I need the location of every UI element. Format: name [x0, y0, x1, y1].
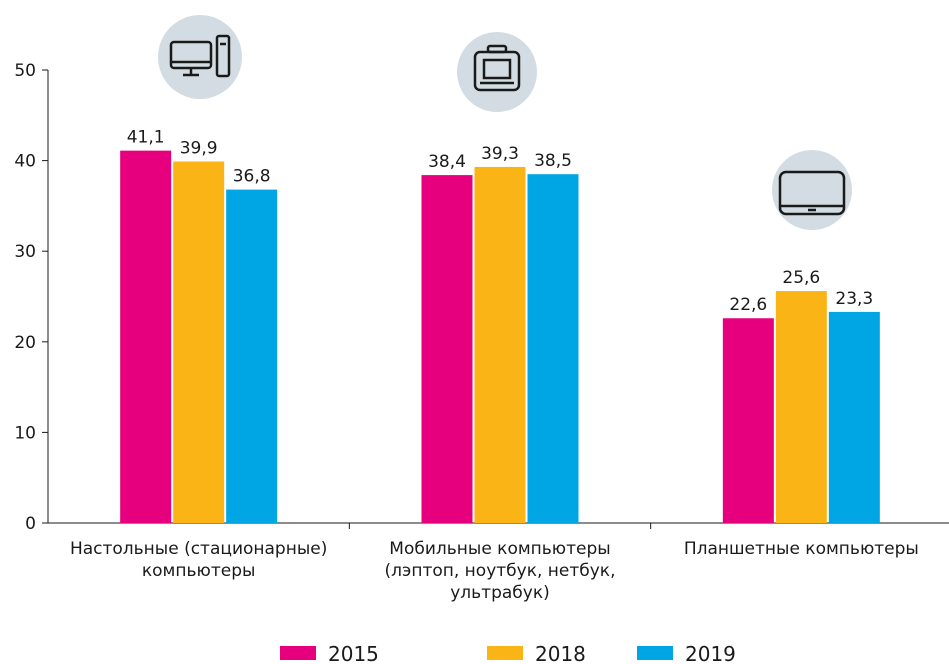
bar — [527, 174, 579, 523]
y-tick-label: 50 — [14, 61, 36, 81]
legend-label: 2019 — [685, 642, 736, 664]
bar — [226, 189, 278, 524]
bar — [120, 150, 172, 523]
data-label: 25,6 — [782, 268, 820, 288]
data-label: 41,1 — [127, 128, 165, 148]
legend-label: 2018 — [535, 642, 586, 664]
x-tick-label: Мобильные компьютеры (лэптоп, ноутбук, н… — [384, 539, 616, 603]
data-label: 38,5 — [534, 151, 572, 171]
data-label: 38,4 — [428, 152, 466, 172]
data-label: 23,3 — [835, 289, 873, 309]
legend-swatch — [487, 646, 523, 660]
bar — [173, 161, 225, 524]
y-tick-label: 40 — [14, 152, 36, 172]
bar — [474, 166, 526, 523]
icon-laptop — [457, 32, 537, 112]
y-tick-label: 0 — [25, 514, 36, 534]
legend-swatch — [280, 646, 316, 660]
y-tick-label: 20 — [14, 333, 36, 353]
bar — [421, 175, 473, 523]
legend-label: 2015 — [328, 642, 379, 664]
legend-swatch — [637, 646, 673, 660]
data-label: 22,6 — [729, 295, 767, 315]
bar — [828, 311, 880, 523]
data-label: 39,3 — [481, 144, 519, 164]
icon-desktop — [158, 15, 242, 99]
bar — [775, 291, 827, 523]
data-label: 36,8 — [233, 167, 271, 187]
x-tick-label: Планшетные компьютеры — [683, 539, 919, 559]
x-tick-label: Настольные (стационарные) компьютеры — [69, 539, 328, 581]
bar — [722, 318, 774, 523]
data-label: 39,9 — [180, 139, 218, 159]
icon-tablet — [772, 150, 852, 230]
y-tick-label: 10 — [14, 423, 36, 443]
y-tick-label: 30 — [14, 242, 36, 262]
